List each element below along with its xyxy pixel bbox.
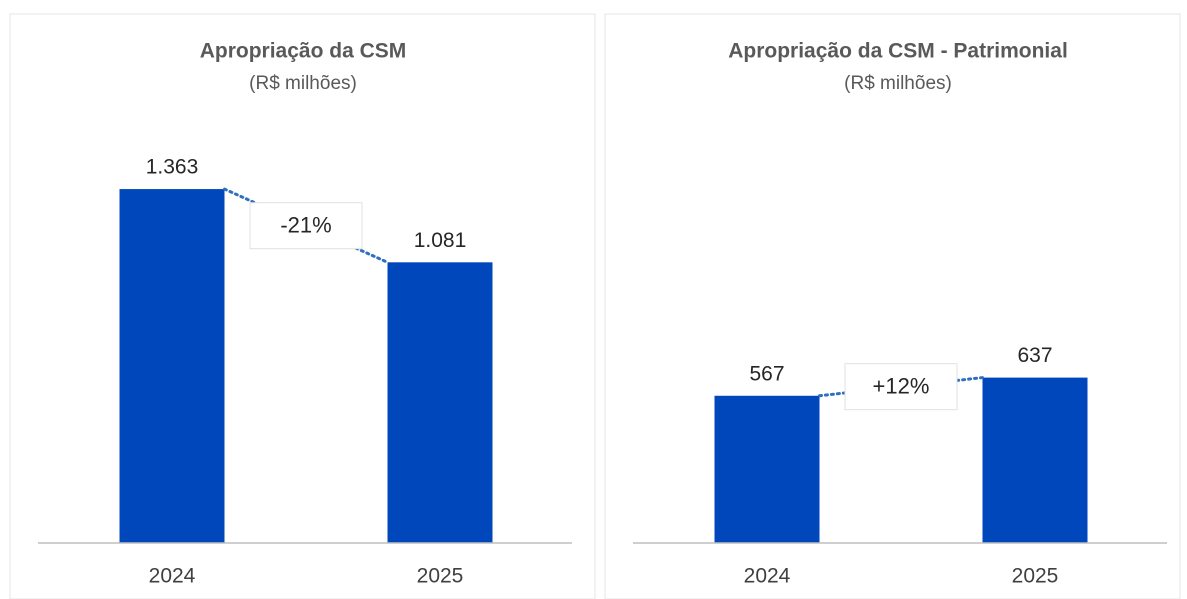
bar: [982, 377, 1088, 543]
bar: [387, 262, 493, 543]
chart-title: Apropriação da CSM: [200, 40, 407, 63]
chart-subtitle: (R$ milhões): [844, 73, 952, 94]
x-tick-label: 2025: [417, 565, 464, 588]
x-tick-label: 2024: [744, 565, 791, 588]
chart-subtitle: (R$ milhões): [249, 73, 357, 94]
panel: [9, 13, 596, 599]
x-tick-label: 2025: [1012, 565, 1059, 588]
annotation: +12%: [873, 373, 930, 398]
annotation-box: [844, 363, 958, 411]
annotation-box: [249, 202, 363, 250]
bar: [714, 395, 820, 543]
data-label: 637: [1017, 344, 1052, 367]
data-label: 1.081: [414, 229, 467, 252]
panel: [604, 13, 1181, 599]
annotation: -21%: [280, 213, 331, 238]
chart-title: Apropriação da CSM - Patrimonial: [728, 40, 1068, 63]
bar: [119, 189, 225, 543]
data-label: 1.363: [146, 156, 199, 179]
x-tick-label: 2024: [149, 565, 196, 588]
data-label: 567: [749, 362, 784, 385]
